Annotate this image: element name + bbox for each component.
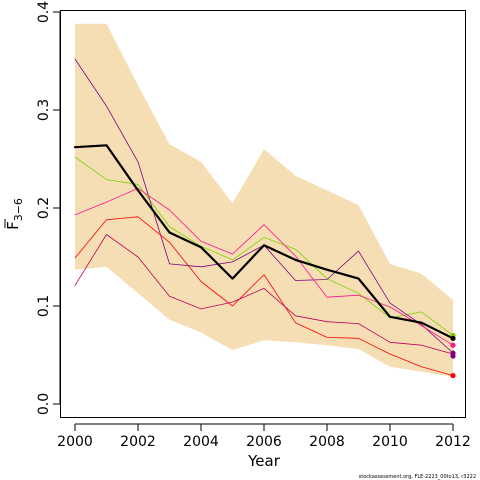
end-point-3 [450,342,456,348]
end-point-2 [450,335,456,341]
series-layer [73,58,455,377]
svg-text:F3−6: F3−6 [4,198,25,230]
x-tick-label-6: 2012 [435,434,471,450]
y-axis-label: F3−6 [4,198,25,230]
end-point-5 [450,353,456,359]
y-tick-label-0: 0.0 [36,393,52,415]
x-tick-label-1: 2002 [120,434,156,450]
end-points-layer [450,332,456,379]
x-axis-label: Year [247,452,281,470]
y-tick-label-4: 0.4 [36,1,52,23]
series-line-3 [74,187,454,346]
x-tick-label-5: 2010 [372,434,408,450]
x-tick-label-3: 2006 [246,434,282,450]
y-tick-label-3: 0.3 [36,99,52,121]
y-axis-label-sub: 3−6 [12,198,25,221]
y-tick-label-2: 0.2 [36,197,52,219]
confidence-band [75,23,453,377]
x-tick-label-2: 2004 [183,434,219,450]
x-tick-label-0: 2000 [57,434,93,450]
y-axis-label-main: F [4,221,22,230]
confidence-band-layer [75,23,453,377]
series-line-main [73,144,455,340]
series-line-5 [74,234,454,355]
x-tick-label-4: 2008 [309,434,345,450]
series-line-4 [74,216,454,377]
y-axis: 0.0 0.1 0.2 0.3 0.4 [36,1,61,415]
end-point-6 [450,372,456,379]
x-axis: 2000 2002 2004 2006 2008 2010 2012 [57,423,471,450]
y-tick-label-1: 0.1 [36,295,52,317]
credit-text: stockassessment.org, FLE-2223_00to13, r3… [359,474,476,480]
